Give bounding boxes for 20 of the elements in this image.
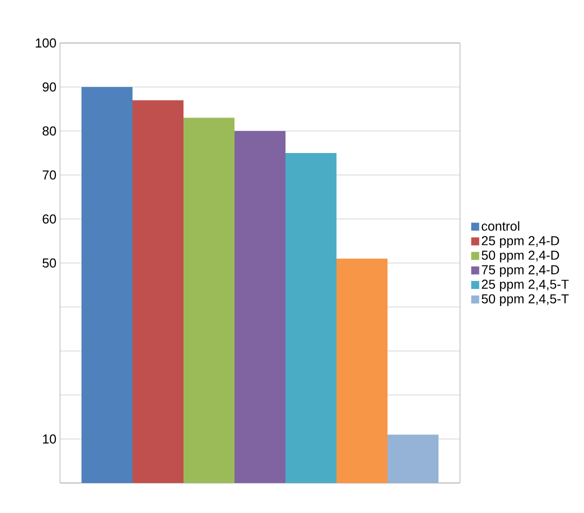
y-tick-label: 100: [36, 38, 56, 48]
legend-label: 25 ppm 2,4,5-T: [482, 280, 569, 292]
y-tick-label: 60: [42, 214, 56, 224]
legend-label: control: [482, 221, 520, 231]
legend-label: 25 ppm 2,4-D: [482, 236, 560, 248]
legend-label: 50 ppm 2,4-D: [482, 250, 560, 262]
y-tick-label: 70: [42, 170, 56, 180]
bar: [336, 258, 388, 483]
y-tick-label: 90: [42, 82, 56, 92]
y-tick-label: 50: [42, 258, 56, 268]
bar: [388, 434, 439, 483]
bar: [132, 100, 184, 483]
y-tick-label: 80: [42, 126, 56, 136]
legend-label: 50 ppm 2,4,5-T: [482, 294, 569, 306]
bar: [82, 86, 133, 483]
y-tick-label: 10: [43, 434, 56, 444]
bar: [234, 130, 286, 483]
bar: [286, 152, 337, 483]
bar: [184, 118, 235, 483]
legend-label: 75 ppm 2,4-D: [482, 265, 560, 277]
